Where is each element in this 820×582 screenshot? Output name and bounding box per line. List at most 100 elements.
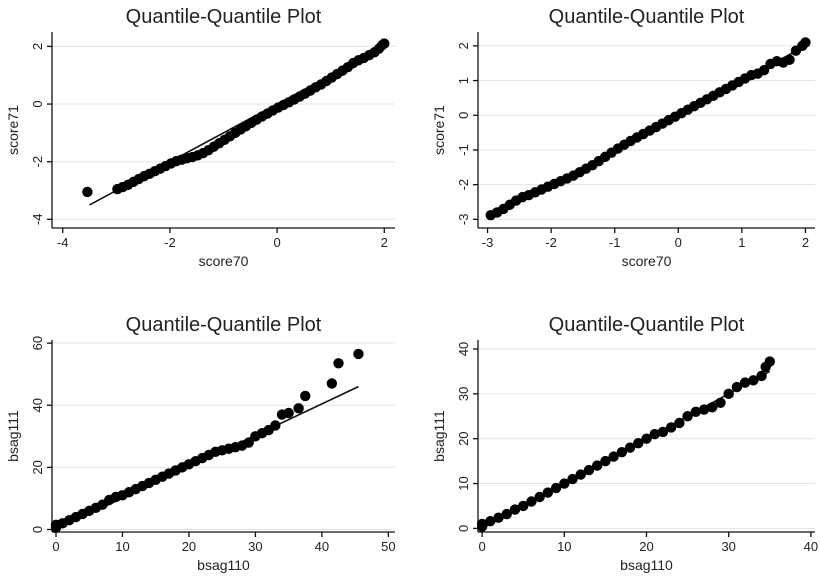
x-tick-label: 20 [639,539,653,554]
x-tick-label: 40 [315,539,329,554]
x-tick-label: 0 [675,235,682,250]
y-tick-label: 2 [30,43,45,50]
data-point [698,404,710,415]
data-point [723,388,734,400]
y-tick-label: 20 [30,460,45,474]
x-tick-label: 40 [804,539,818,554]
data-point [715,397,726,409]
data-point [756,370,767,382]
y-axis-label: bsag111 [5,410,21,462]
data-point [682,411,693,422]
x-tick-label: 1 [738,235,745,250]
y-tick-label: -2 [456,179,471,191]
x-axis-label: bsag110 [197,557,250,573]
y-tick-label: 2 [456,42,471,49]
y-axis-label: bsag111 [431,410,447,462]
data-point [575,469,586,480]
chart-title: Quantile-Quantile Plot [549,6,745,28]
x-axis-label: score70 [622,253,672,269]
data-point [559,478,570,489]
qq-panel-2: Quantile-Quantile Plot -3 -2 -1 0 1 2 -3 -2 -1 0 1 2… [431,6,815,269]
chart-title: Quantile-Quantile Plot [126,6,322,28]
data-point [657,426,669,438]
y-axis-label: score71 [5,105,21,155]
data-point [550,482,562,494]
data-point [641,433,652,444]
y-tick-label: 0 [456,112,471,119]
data-point [501,508,512,520]
data-point [748,375,759,386]
y-tick-label: -2 [30,156,45,168]
data-point [633,437,644,449]
x-tick-label: -2 [164,235,176,250]
x-tick-label: -4 [57,235,69,250]
x-tick-label: 10 [115,539,129,554]
x-axis-label: score70 [199,253,249,269]
data-point [616,446,628,458]
qq-panel-1: Quantile-Quantile Plot -4 -2 0 2 -4 -2 0 2 score7… [5,6,395,269]
y-tick-label: 30 [456,387,471,401]
data-point [690,406,702,417]
y-tick-label: 20 [456,431,471,445]
data-point [283,407,294,419]
x-tick-label: 10 [557,539,571,554]
x-tick-label: 2 [381,235,388,250]
data-point [518,500,529,512]
y-tick-label: 0 [30,100,45,107]
y-tick-label: -3 [456,214,471,226]
y-tick-label: 1 [456,77,471,84]
y-tick-label: 0 [456,525,471,532]
data-point [739,377,751,388]
y-tick-label: 10 [456,476,471,490]
data-point [509,504,521,515]
y-tick-label: 0 [30,526,45,533]
x-tick-label: 2 [802,235,809,250]
x-tick-label: 50 [381,539,395,554]
data-point [82,186,93,198]
data-point [379,38,390,49]
qq-panel-3: Quantile-Quantile Plot 0 10 20 30 40 50 0 20 40 60… [5,314,396,573]
y-tick-label: -4 [30,214,45,226]
data-point [674,417,685,429]
data-point [534,491,545,503]
data-point [758,64,770,76]
qq-panel-4: Quantile-Quantile Plot 0 10 20 30 40 0 10 20 30 40… [431,314,818,573]
data-point [243,437,254,448]
y-tick-label: 40 [456,342,471,356]
x-tick-label: 20 [182,539,196,554]
data-point [542,487,554,498]
x-tick-label: 0 [478,539,485,554]
data-point [333,358,344,369]
y-tick-label: 40 [30,398,45,412]
data-point [567,473,578,485]
y-tick-label: 60 [30,336,45,350]
data-point [591,460,603,471]
x-axis-label: bsag110 [620,557,673,573]
data-point [624,442,636,453]
x-tick-label: 30 [248,539,262,554]
x-tick-label: -1 [609,235,621,250]
chart-title: Quantile-Quantile Plot [549,314,745,336]
data-point [600,455,611,467]
x-tick-label: -2 [545,235,557,250]
x-tick-label: -3 [482,235,494,250]
chart-title: Quantile-Quantile Plot [126,314,322,336]
data-point [608,451,619,462]
x-tick-label: 30 [721,539,735,554]
data-point [784,54,795,65]
data-point [293,403,304,414]
data-point [649,429,660,440]
data-point [493,512,504,523]
data-point [731,381,743,393]
data-point [300,390,311,402]
data-point [476,518,488,530]
data-point [707,402,718,413]
data-point [665,422,677,433]
data-point [526,496,537,507]
y-axis-label: score71 [431,105,447,155]
y-tick-label: -1 [456,144,471,156]
data-point [326,378,338,389]
data-point [353,348,364,360]
data-point [270,420,281,431]
